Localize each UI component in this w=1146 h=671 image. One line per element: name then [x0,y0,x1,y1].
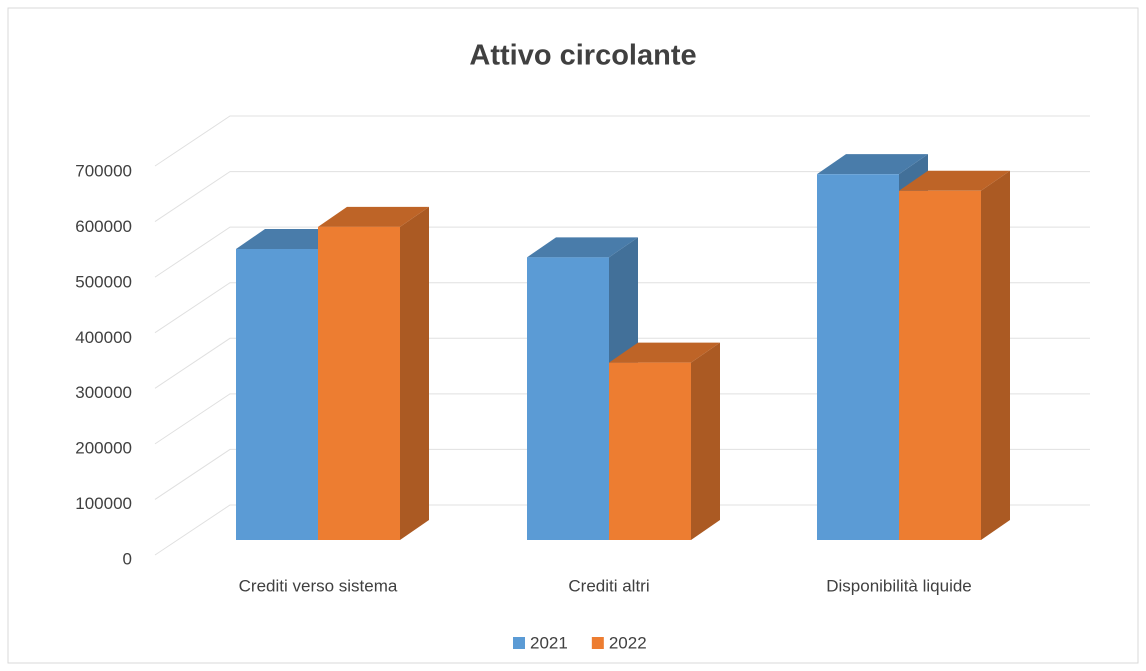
y-tick-label: 400000 [75,328,132,347]
grid-line [154,115,1090,167]
y-tick-label: 200000 [75,439,132,458]
bar [527,257,609,540]
bar-side [981,170,1010,541]
grid-line [154,282,1090,334]
legend-label: 2021 [530,633,568,652]
legend-swatch [591,637,604,649]
bar [236,249,318,540]
grid-line [154,171,1090,222]
bar [318,226,400,541]
grid-line [154,393,1090,445]
bar [899,190,981,541]
legend-swatch [513,637,525,649]
legend-label: 2022 [609,633,647,652]
y-tick-label: 500000 [75,272,132,291]
bar [817,174,899,540]
y-tick-label: 700000 [75,161,132,180]
y-tick-label: 600000 [75,217,132,236]
x-tick-label: Crediti altri [568,576,649,595]
y-tick-label: 300000 [75,383,132,402]
bar-side [400,206,429,541]
chart-title: Attivo circolante [469,40,696,72]
grid-line [154,226,1090,278]
bar-top [318,206,429,227]
bar-top [817,154,928,175]
bar-top [899,170,1010,191]
y-tick-label: 0 [123,549,132,568]
bar [609,362,691,540]
bar-top [609,342,720,363]
x-tick-label: Crediti verso sistema [239,576,398,595]
x-tick-label: Disponibilità liquide [826,576,972,595]
bar-top [527,237,638,258]
bar-side [691,342,720,540]
grid-line [154,337,1090,389]
y-tick-label: 100000 [75,494,132,513]
grid-line [154,448,1090,500]
grid-line [154,504,1090,556]
